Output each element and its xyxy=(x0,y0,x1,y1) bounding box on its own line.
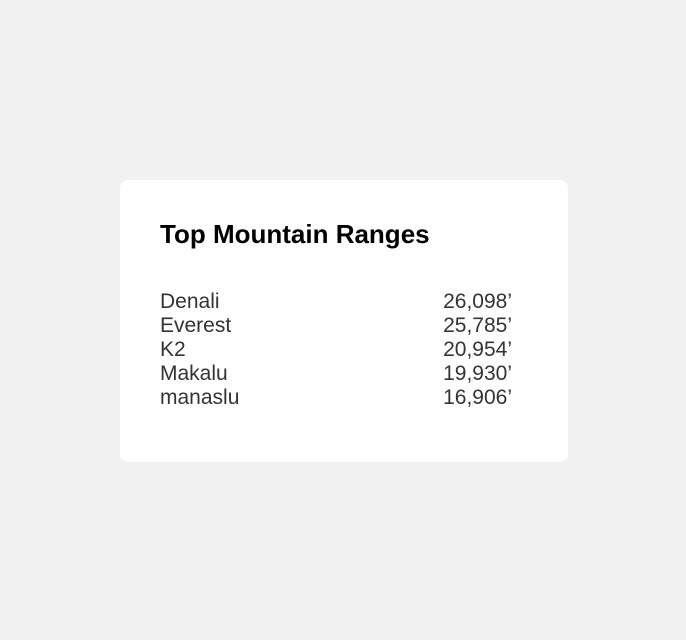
range-name: Makalu xyxy=(160,362,228,385)
range-name: Denali xyxy=(160,290,220,313)
range-height: 16,906’ xyxy=(443,386,512,409)
range-height: 20,954’ xyxy=(443,338,512,361)
range-name: manaslu xyxy=(160,386,240,409)
range-height: 26,098’ xyxy=(443,290,512,313)
range-list: Denali 26,098’ Everest 25,785’ K2 20,954… xyxy=(160,290,512,410)
card-title: Top Mountain Ranges xyxy=(160,219,430,249)
range-name: Everest xyxy=(160,314,232,337)
range-name: K2 xyxy=(160,338,186,361)
list-item: Makalu 19,930’ xyxy=(160,362,512,386)
list-item: manaslu 16,906’ xyxy=(160,386,512,410)
list-item: Everest 25,785’ xyxy=(160,314,512,338)
mountain-ranges-card: Top Mountain Ranges Denali 26,098’ Evere… xyxy=(120,180,568,462)
list-item: Denali 26,098’ xyxy=(160,290,512,314)
list-item: K2 20,954’ xyxy=(160,338,512,362)
range-height: 25,785’ xyxy=(443,314,512,337)
range-height: 19,930’ xyxy=(443,362,512,385)
